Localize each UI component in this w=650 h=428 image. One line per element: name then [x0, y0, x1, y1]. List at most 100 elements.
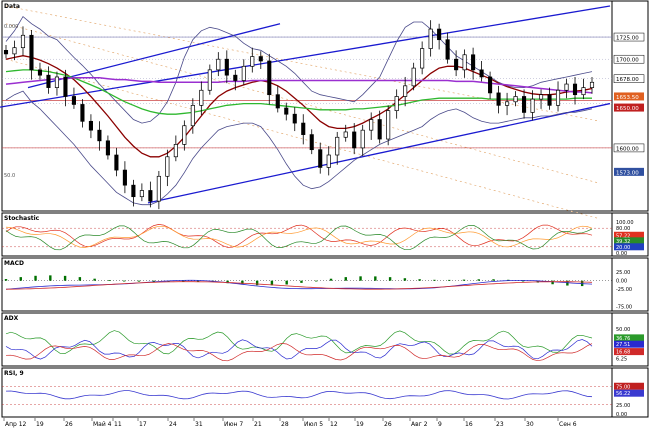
indicator-label: 56.22 [616, 391, 630, 397]
candle-body [71, 96, 76, 105]
candle-body [369, 119, 374, 131]
candle-body [513, 96, 518, 103]
x-tick-label: 17 [139, 421, 147, 428]
candle-body [581, 87, 586, 96]
candle-body [80, 104, 85, 122]
indicator-label: -75.00 [616, 304, 632, 310]
x-tick-label: 23 [496, 421, 504, 428]
candle-body [12, 47, 17, 55]
candle-body [165, 156, 170, 177]
x-tick-label: 19 [36, 421, 44, 428]
macd-bar [388, 277, 392, 281]
candle-body [250, 56, 255, 67]
candle-body [267, 60, 272, 96]
x-tick-label: 12 [330, 421, 338, 428]
pane-frame-adx [1, 312, 613, 367]
candle-body [131, 184, 136, 198]
price-left-label-2: 50.0 [4, 173, 15, 179]
macd-bar [196, 280, 200, 282]
indicator-label: 50.00 [616, 327, 630, 333]
indicator-label-box [614, 382, 644, 390]
candle-body [555, 89, 561, 106]
candle-body [37, 69, 43, 76]
adx-line-3 [5, 343, 593, 362]
x-tick-label: 26 [384, 421, 392, 428]
candle-body [139, 190, 144, 198]
series-line-5 [5, 77, 593, 94]
fan-line [5, 5, 601, 122]
x-tick-label: 30 [526, 421, 534, 428]
indicator-label-box [614, 231, 644, 239]
macd-bar [182, 280, 185, 282]
candle-body [522, 96, 527, 113]
indicator-label: 0.00 [616, 412, 627, 418]
price-label-box [613, 32, 645, 42]
macd-bar [433, 279, 436, 281]
macd-bar [477, 279, 480, 281]
candle-body [148, 190, 153, 202]
macd-bar [152, 280, 155, 282]
candle-body [284, 107, 289, 115]
price-label: 1725.00 [616, 36, 639, 42]
candle-body [3, 49, 9, 55]
candle-body [335, 136, 340, 156]
candle-body [538, 94, 544, 100]
candle-body [505, 101, 510, 106]
indicator-label-box [614, 389, 644, 397]
x-tick-label: Май 4 [93, 421, 112, 428]
indicator-label: 100.00 [616, 220, 634, 226]
macd-bar [49, 275, 52, 281]
macd-bar [374, 276, 377, 281]
candle-body [88, 120, 93, 131]
indicator-label: 0.00 [616, 251, 627, 257]
candle-body [377, 119, 382, 140]
pane-frame-price [1, 0, 613, 212]
macd-bar [4, 279, 8, 281]
indicator-label: -25.00 [616, 287, 632, 293]
candle-body [589, 81, 595, 88]
adx-line-1 [5, 330, 593, 355]
indicator-label-box [614, 348, 644, 356]
macd-bar [315, 280, 318, 282]
indicator-label: 25.00 [616, 403, 630, 409]
price-label-box [614, 92, 644, 101]
pane-title-price: Data [4, 3, 20, 10]
candle-body [428, 28, 433, 49]
macd-bar [447, 279, 451, 281]
rsi-line [5, 390, 593, 400]
x-tick-label: 9 [438, 421, 442, 428]
price-left-label: 0.000 [4, 24, 18, 30]
macd-bar [108, 280, 111, 281]
macd-bar [63, 275, 67, 281]
candle-body [530, 98, 535, 113]
x-tick-label: Июн 7 [224, 421, 243, 428]
series-line-4 [5, 69, 592, 115]
candle-body [216, 58, 221, 71]
indicator-label-box [614, 237, 644, 245]
price-label-box [614, 103, 644, 112]
candle-body [199, 89, 204, 106]
candle-body [156, 175, 161, 202]
candle-body [241, 65, 246, 81]
price-label-box [613, 54, 645, 64]
indicator-label-box [614, 334, 644, 342]
candle-body [105, 140, 110, 156]
pane-title-macd: MACD [4, 260, 24, 267]
channel-line-lower [147, 102, 611, 204]
candle-body [471, 54, 476, 71]
macd-bar [566, 280, 569, 286]
macd-bar [241, 280, 244, 285]
indicator-label: 27.51 [616, 342, 630, 348]
x-tick-label: 16 [465, 421, 473, 428]
macd-bar [418, 279, 421, 281]
price-label: 1653.50 [616, 95, 639, 101]
candle-body [420, 48, 425, 69]
pane-frame-stochastic [1, 212, 613, 257]
candle-body [386, 110, 391, 140]
macd-bar [78, 277, 82, 281]
macd-bar [122, 280, 126, 282]
candle-body [496, 92, 501, 106]
indicator-label: 6.25 [616, 357, 627, 363]
indicator-label: 36.76 [616, 336, 630, 342]
